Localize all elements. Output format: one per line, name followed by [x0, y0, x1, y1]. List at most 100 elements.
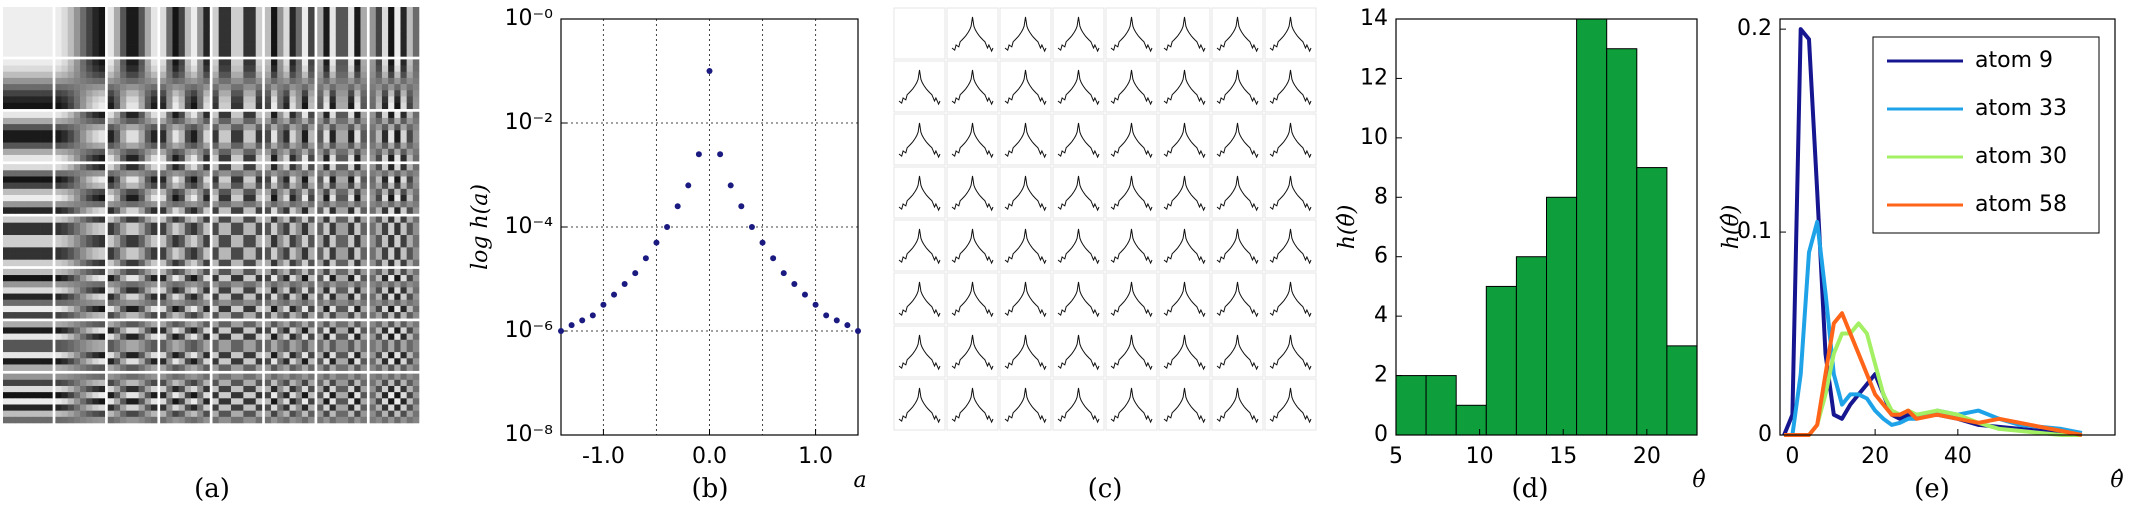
pixel	[243, 182, 250, 190]
pixel	[375, 416, 383, 424]
pixel	[381, 84, 389, 91]
pixel	[249, 188, 257, 196]
pixel	[80, 176, 87, 183]
pixel	[92, 410, 99, 418]
pixel	[126, 90, 133, 97]
thumb-curve	[1163, 175, 1206, 212]
pixel	[113, 228, 121, 236]
pixel	[412, 182, 420, 190]
pixel	[237, 364, 244, 371]
pixel	[150, 13, 158, 20]
pixel	[120, 228, 127, 236]
pixel	[55, 84, 62, 91]
pixel	[203, 164, 210, 171]
pixel	[295, 287, 303, 294]
pixel	[237, 111, 244, 119]
pixel	[46, 339, 53, 347]
pixel	[61, 241, 69, 248]
pixel	[120, 364, 127, 371]
pixel	[375, 164, 383, 171]
thumb-frame	[1158, 325, 1211, 378]
pixel	[400, 111, 407, 119]
pixel	[348, 416, 355, 424]
pixel	[160, 124, 167, 131]
pixel	[120, 222, 127, 230]
pixel	[33, 25, 41, 32]
pixel	[388, 352, 395, 359]
pixel	[354, 194, 361, 202]
pixel	[144, 312, 152, 319]
pixel	[126, 385, 133, 393]
pixel	[21, 364, 28, 371]
pixel	[224, 90, 232, 97]
pixel	[212, 305, 219, 313]
pixel	[348, 71, 355, 79]
pixel	[80, 333, 87, 341]
pixel	[412, 25, 420, 32]
pixel	[381, 305, 389, 313]
pixel	[46, 379, 53, 387]
pixel	[33, 65, 41, 73]
pixel	[335, 312, 343, 319]
pixel	[277, 77, 284, 85]
pixel	[406, 31, 414, 39]
pixel	[190, 176, 198, 183]
pixel	[203, 305, 210, 313]
pixel	[264, 84, 272, 91]
pixel	[73, 373, 81, 381]
pixel	[243, 188, 250, 196]
pixel	[283, 364, 290, 371]
basis-atom	[264, 268, 315, 319]
pixel	[126, 364, 133, 371]
pixel	[381, 312, 389, 319]
data-point	[642, 255, 649, 262]
pixel	[61, 19, 69, 26]
thumb-frame	[893, 378, 946, 431]
thumb-frame	[1105, 378, 1158, 431]
pixel	[27, 358, 35, 365]
thumb-curve	[1216, 122, 1259, 159]
pixel	[308, 385, 315, 393]
pixel	[3, 268, 10, 276]
pixel	[369, 25, 377, 32]
pixel	[144, 327, 152, 334]
pixel	[21, 345, 28, 353]
pixel	[400, 130, 407, 137]
pixel	[46, 287, 53, 294]
pixel	[3, 392, 10, 399]
pixel	[218, 65, 226, 73]
pixel	[203, 130, 210, 137]
pixel	[172, 281, 179, 288]
pixel	[98, 130, 106, 137]
pixel	[98, 410, 106, 418]
pixel	[73, 31, 81, 39]
pixel	[295, 84, 303, 91]
pixel	[55, 188, 62, 196]
pixel	[55, 373, 62, 381]
pixel	[354, 176, 361, 183]
pixel	[329, 404, 337, 411]
pixel	[323, 59, 330, 66]
data-point	[801, 291, 808, 298]
pixel	[138, 84, 146, 91]
pixel	[289, 379, 297, 387]
pixel	[264, 71, 272, 79]
pixel	[113, 253, 121, 261]
pixel	[348, 379, 355, 387]
pixel	[21, 7, 28, 14]
pixel	[323, 345, 330, 353]
pixel	[277, 90, 284, 97]
pixel	[21, 392, 28, 399]
pixel	[406, 339, 414, 347]
pixel	[144, 281, 152, 288]
thumb-curve	[1057, 122, 1100, 159]
pixel	[400, 44, 407, 51]
pixel	[212, 111, 219, 119]
pixel	[289, 364, 297, 371]
pixel	[138, 275, 146, 282]
pixel	[341, 364, 349, 371]
pixel	[33, 136, 41, 143]
pixel	[166, 241, 173, 248]
pixel	[120, 19, 127, 26]
pixel	[375, 410, 383, 418]
